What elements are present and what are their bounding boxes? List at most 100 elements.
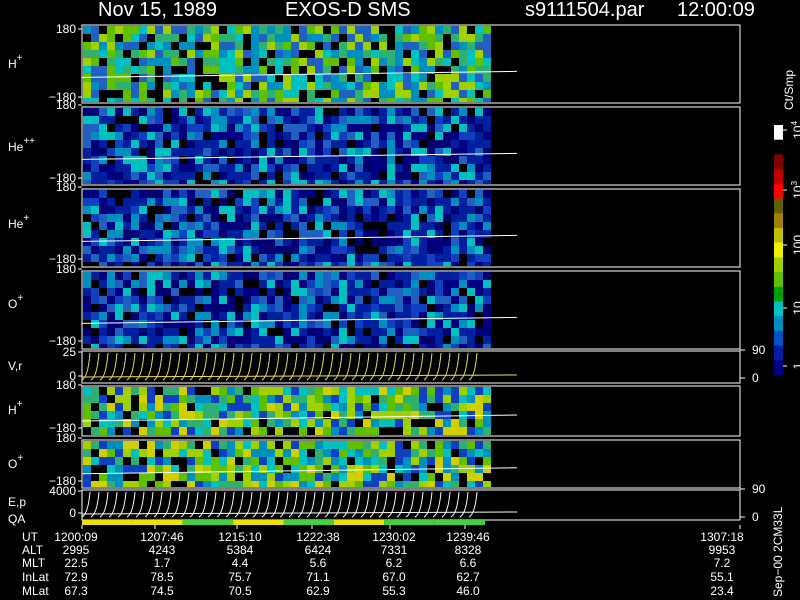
spectrogram-cell: [459, 403, 467, 411]
spectrogram-cell: [307, 164, 315, 172]
spectrogram-cell: [227, 34, 235, 42]
spectrogram-cell: [123, 336, 131, 344]
spectrogram-cell: [227, 132, 235, 140]
spectrogram-cell: [115, 481, 123, 487]
spectrogram-cell: [363, 26, 371, 34]
spectrogram-cell: [251, 164, 259, 172]
spectrogram-cell: [211, 206, 219, 214]
spectrogram-cell: [459, 387, 467, 395]
row-value: 75.7: [228, 570, 252, 584]
spectrogram-cell: [427, 98, 435, 102]
spectrogram-cell: [275, 108, 283, 116]
spectrogram-cell: [483, 304, 491, 312]
spectrogram-cell: [451, 74, 459, 82]
spectrogram-cell: [475, 90, 483, 98]
spectrogram-cell: [323, 74, 331, 82]
spectrogram-cell: [99, 449, 107, 457]
spectrogram-cell: [403, 172, 411, 180]
spectrogram-cell: [275, 42, 283, 50]
spectrogram-cell: [147, 214, 155, 222]
spectrogram-cell: [227, 140, 235, 148]
row-value: 55.1: [710, 570, 734, 584]
spectrogram-cell: [475, 272, 483, 280]
spectrogram-cell: [483, 288, 491, 296]
spectrogram-cell: [267, 465, 275, 473]
colorbar-tick-base: 10: [791, 185, 800, 199]
spectrogram-cell: [299, 180, 307, 184]
spectrogram-cell: [99, 198, 107, 206]
spectrogram-cell: [459, 336, 467, 344]
spectrogram-cell: [315, 180, 323, 184]
spectrogram-cell: [467, 124, 475, 132]
spectrogram-cell: [147, 336, 155, 344]
spectrogram-cell: [371, 320, 379, 328]
spectrogram-cell: [171, 387, 179, 395]
spectrogram-cell: [483, 238, 491, 246]
spectrogram-cell: [203, 116, 211, 124]
colorbar-tick-base: 100: [791, 235, 800, 255]
spectrogram-cell: [315, 50, 323, 58]
colorbar-segment: [774, 345, 783, 361]
spectrogram-cell: [291, 411, 299, 419]
spectrogram-cell: [155, 108, 163, 116]
spectrogram-cell: [427, 140, 435, 148]
spectrogram-cell: [219, 124, 227, 132]
spectrogram-cell: [99, 254, 107, 262]
spectrogram-cell: [243, 304, 251, 312]
spectrogram-cell: [475, 387, 483, 395]
row-label: MLT: [22, 556, 46, 570]
spectrogram-cell: [123, 116, 131, 124]
spectrogram-cell: [419, 124, 427, 132]
spectrogram-cell: [83, 198, 91, 206]
spectrogram-cell: [275, 148, 283, 156]
spectrogram-cell: [91, 172, 99, 180]
spectrogram-cell: [411, 441, 419, 449]
spectrogram-cell: [227, 190, 235, 198]
spectrogram-cell: [131, 42, 139, 50]
spectrogram-cell: [275, 74, 283, 82]
spectrogram-cell: [467, 449, 475, 457]
spectrogram-cell: [171, 312, 179, 320]
spectrogram-cell: [411, 148, 419, 156]
spectrogram-cell: [419, 148, 427, 156]
spectrogram-cell: [339, 198, 347, 206]
spectrogram-cell: [371, 246, 379, 254]
spectrogram-cell: [163, 481, 171, 487]
spectrogram-cell: [259, 98, 267, 102]
spectrogram-cell: [195, 395, 203, 403]
spectrogram-cell: [115, 140, 123, 148]
spectrogram-cell: [347, 296, 355, 304]
spectrogram-cell: [139, 457, 147, 465]
spectrogram-cell: [307, 304, 315, 312]
spectrogram-cell: [395, 50, 403, 58]
spectrogram-cell: [195, 58, 203, 66]
spectrogram-cell: [219, 132, 227, 140]
spectrogram-cell: [275, 180, 283, 184]
spectrogram-cell: [467, 465, 475, 473]
spectrogram-cell: [315, 296, 323, 304]
spectrogram-cell: [123, 140, 131, 148]
spectrogram-cell: [259, 449, 267, 457]
spectrogram-cell: [283, 280, 291, 288]
spectrogram-cell: [467, 473, 475, 481]
spectrogram-cell: [443, 180, 451, 184]
spectrogram-cell: [171, 124, 179, 132]
spectrogram-cell: [155, 156, 163, 164]
spectrogram-cell: [107, 344, 115, 348]
spectrogram-cell: [307, 280, 315, 288]
spectrogram-cell: [243, 206, 251, 214]
spectrogram-cell: [243, 449, 251, 457]
spectrogram-cell: [123, 124, 131, 132]
spectrogram-cell: [251, 82, 259, 90]
spectrogram-cell: [339, 230, 347, 238]
spectrogram-cell: [131, 336, 139, 344]
spectrogram-cell: [395, 457, 403, 465]
spectrogram-cell: [475, 344, 483, 348]
spectrogram-cell: [483, 419, 491, 427]
spectrogram-cell: [251, 50, 259, 58]
spectrogram-cell: [195, 116, 203, 124]
spectrogram-cell: [291, 296, 299, 304]
spectrogram-cell: [467, 272, 475, 280]
spectrogram-cell: [187, 198, 195, 206]
spectrogram-cell: [355, 116, 363, 124]
